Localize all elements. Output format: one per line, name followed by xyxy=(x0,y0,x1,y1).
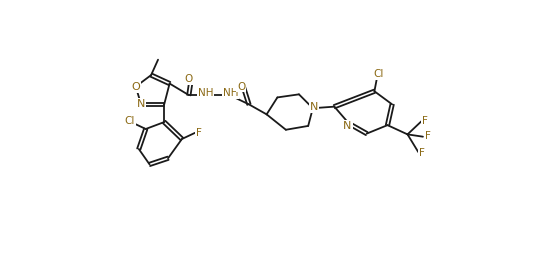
Text: NH: NH xyxy=(198,88,214,98)
Text: O: O xyxy=(131,82,140,92)
Text: F: F xyxy=(196,128,202,138)
Text: O: O xyxy=(237,82,245,92)
Text: N: N xyxy=(137,99,146,109)
Text: Cl: Cl xyxy=(374,69,384,79)
Text: NH: NH xyxy=(223,88,238,98)
Text: N: N xyxy=(343,121,352,131)
Text: Cl: Cl xyxy=(124,116,135,126)
Text: F: F xyxy=(425,131,431,141)
Text: O: O xyxy=(185,74,193,84)
Text: F: F xyxy=(419,148,425,158)
Text: F: F xyxy=(422,115,428,126)
Text: N: N xyxy=(309,102,318,112)
